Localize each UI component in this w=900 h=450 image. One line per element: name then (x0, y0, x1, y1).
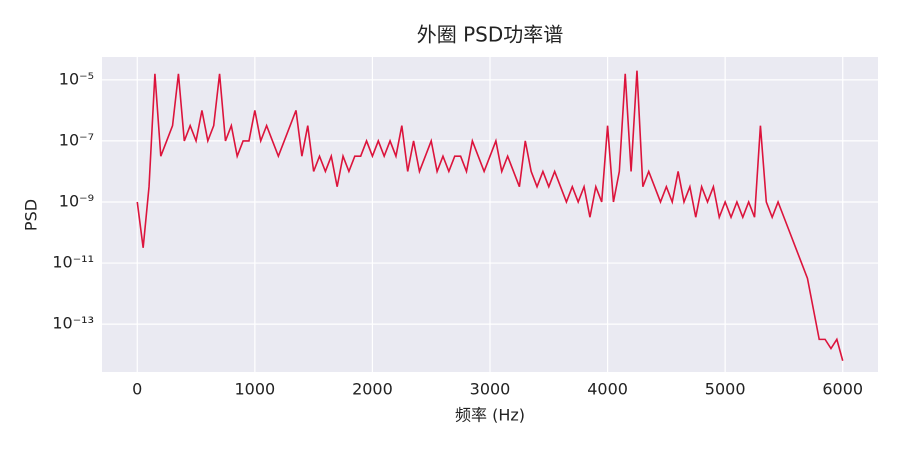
y-tick-label: 10⁻⁹ (59, 191, 94, 210)
x-tick-label: 0 (132, 380, 142, 399)
psd-line (136, 70, 844, 361)
x-tick-label: 3000 (470, 380, 511, 399)
y-tick-label: 10⁻¹³ (52, 314, 94, 333)
x-tick-label: 6000 (822, 380, 863, 399)
y-tick-label: 10⁻¹¹ (52, 253, 94, 272)
x-tick-label: 5000 (705, 380, 746, 399)
x-tick-label: 1000 (234, 380, 275, 399)
x-axis-label: 频率 (Hz) (455, 406, 525, 425)
y-tick-label: 10⁻⁵ (59, 69, 94, 88)
x-tick-label: 4000 (587, 380, 628, 399)
x-tick-label: 2000 (352, 380, 393, 399)
y-axis-label: PSD (22, 199, 41, 231)
chart-title: 外圈 PSD功率谱 (417, 23, 564, 47)
y-tick-label: 10⁻⁷ (59, 130, 94, 149)
